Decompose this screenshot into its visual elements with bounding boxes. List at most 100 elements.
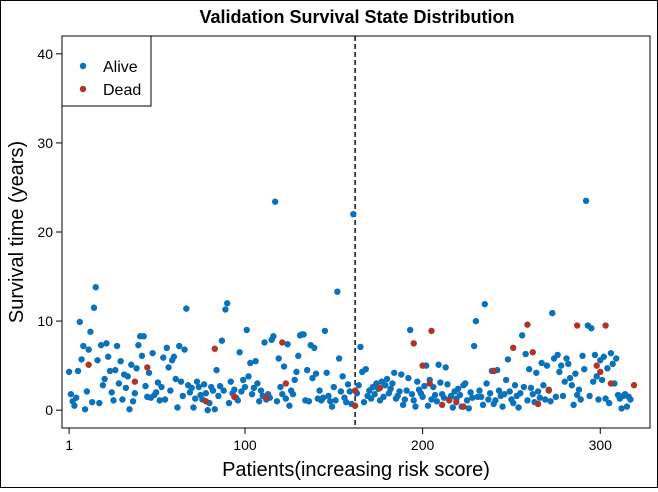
data-point-alive <box>81 406 89 413</box>
data-point-alive <box>339 373 346 380</box>
data-point-dead <box>144 364 151 371</box>
data-point-alive <box>247 359 254 367</box>
data-point-dead <box>490 367 497 375</box>
data-point-alive <box>239 376 247 384</box>
data-point-alive <box>383 375 391 383</box>
legend-label-alive: Alive <box>103 59 138 76</box>
x-axis-title: Patients(increasing risk score) <box>222 459 490 481</box>
data-point-alive <box>600 353 608 360</box>
data-point-alive <box>515 404 522 411</box>
data-point-alive <box>255 398 263 405</box>
legend-box <box>61 35 152 107</box>
data-point-alive <box>192 395 199 402</box>
data-point-alive <box>410 397 417 404</box>
data-point-alive <box>280 363 288 370</box>
data-point-alive <box>534 388 542 395</box>
data-point-alive <box>421 382 428 390</box>
data-point-dead <box>597 368 604 376</box>
data-point-alive <box>604 365 611 372</box>
data-point-alive <box>559 392 567 400</box>
data-point-alive <box>236 349 243 356</box>
data-point-alive <box>177 378 185 385</box>
data-point-alive <box>572 370 579 377</box>
data-point-dead <box>630 382 638 389</box>
data-point-dead <box>453 398 460 406</box>
data-point-alive <box>83 388 91 395</box>
y-tick-label: 40 <box>37 46 53 62</box>
data-point-alive <box>373 380 380 387</box>
data-point-alive <box>325 392 332 400</box>
data-point-alive <box>222 306 229 313</box>
data-point-alive <box>126 406 133 413</box>
data-point-alive <box>96 399 103 407</box>
data-point-alive <box>174 404 181 411</box>
data-point-dead <box>231 393 238 401</box>
data-point-alive <box>595 396 602 403</box>
data-point-dead <box>419 362 426 369</box>
data-point-alive <box>440 394 448 401</box>
data-point-alive <box>360 398 368 406</box>
data-point-alive <box>398 371 405 378</box>
data-point-alive <box>588 325 595 332</box>
data-point-alive <box>412 403 419 410</box>
data-point-alive <box>476 387 483 394</box>
data-point-dead <box>428 327 435 335</box>
data-point-alive <box>224 300 231 307</box>
data-point-alive <box>131 390 139 397</box>
data-point-alive <box>517 390 524 397</box>
data-point-dead <box>607 380 615 387</box>
y-tick-label: 20 <box>37 224 53 240</box>
legend-marker-alive <box>79 62 87 70</box>
data-point-alive <box>526 366 533 373</box>
data-point-alive <box>533 369 540 376</box>
data-point-alive <box>108 389 115 396</box>
data-point-dead <box>529 349 536 356</box>
data-point-alive <box>387 385 394 392</box>
data-point-alive <box>179 392 186 400</box>
data-point-alive <box>158 383 165 391</box>
data-point-alive <box>591 351 599 359</box>
data-point-dead <box>351 402 359 409</box>
data-point-alive <box>566 374 574 382</box>
x-tick-label: 100 <box>233 437 257 453</box>
data-point-alive <box>424 402 432 409</box>
data-point-alive <box>181 346 188 353</box>
data-point-alive <box>227 378 234 385</box>
data-point-alive <box>478 393 485 401</box>
data-point-alive <box>101 375 108 383</box>
x-tick-label: 200 <box>411 437 435 453</box>
data-point-alive <box>176 342 183 350</box>
data-point-alive <box>305 398 313 405</box>
y-axis-title: Survival time (years) <box>6 141 28 323</box>
data-point-alive <box>524 397 531 404</box>
data-point-alive <box>433 398 441 405</box>
data-point-alive <box>504 356 512 363</box>
data-point-alive <box>330 383 337 391</box>
data-point-dead <box>131 378 139 385</box>
data-point-alive <box>501 390 508 398</box>
data-point-alive <box>165 364 172 371</box>
data-point-alive <box>568 382 576 389</box>
data-point-alive <box>403 387 410 394</box>
data-point-alive <box>469 394 476 401</box>
data-point-alive <box>135 341 142 349</box>
data-point-dead <box>593 362 600 369</box>
data-point-alive <box>529 390 536 398</box>
data-point-alive <box>106 367 114 375</box>
data-point-alive <box>344 381 352 388</box>
data-point-alive <box>492 397 499 404</box>
data-point-alive <box>362 366 369 373</box>
data-point-dead <box>279 339 286 346</box>
data-point-alive <box>328 403 336 410</box>
data-point-alive <box>202 390 210 397</box>
data-point-alive <box>518 332 526 339</box>
data-point-alive <box>303 366 311 374</box>
data-point-alive <box>543 362 551 369</box>
data-point-alive <box>586 392 593 400</box>
data-point-alive <box>357 343 364 351</box>
data-point-alive <box>80 342 87 350</box>
data-point-alive <box>607 349 615 357</box>
data-point-alive <box>250 384 258 392</box>
data-point-alive <box>321 327 329 335</box>
data-point-alive <box>67 390 75 398</box>
